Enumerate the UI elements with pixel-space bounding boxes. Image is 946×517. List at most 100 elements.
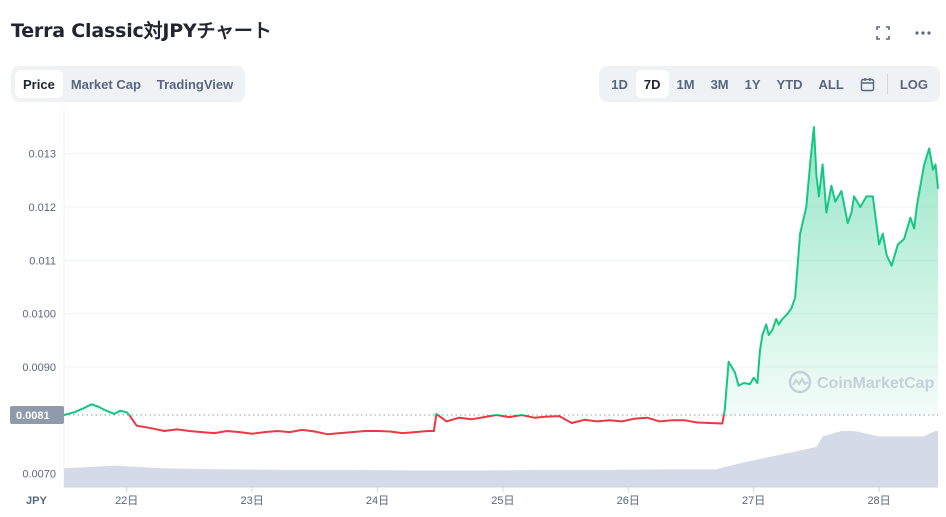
x-tick-label: 25日 bbox=[491, 495, 514, 507]
price-chart[interactable]: CoinMarketCap 0.013 0.012 0.011 0.0100 0.009… bbox=[0, 110, 946, 517]
price-point bbox=[495, 414, 498, 416]
x-tick-label: 22日 bbox=[115, 495, 138, 507]
price-point bbox=[633, 417, 636, 420]
price-point bbox=[882, 232, 884, 235]
price-point bbox=[73, 411, 75, 414]
price-point bbox=[90, 403, 93, 406]
chart-title: Terra Classic対JPYチャート bbox=[11, 20, 272, 42]
price-point bbox=[201, 431, 203, 433]
price-point bbox=[934, 163, 937, 166]
price-point bbox=[288, 431, 291, 433]
price-point bbox=[520, 414, 523, 416]
range-divider bbox=[886, 74, 888, 94]
price-point bbox=[724, 408, 726, 411]
volume-area bbox=[64, 431, 938, 487]
price-point bbox=[761, 334, 764, 336]
y-tick-label: 0.0100 bbox=[22, 309, 56, 321]
range-1m[interactable]: 1M bbox=[676, 76, 695, 92]
price-point bbox=[483, 416, 485, 418]
price-point bbox=[915, 206, 918, 208]
price-point bbox=[558, 415, 561, 417]
time-range-tabs: 1D 7D 1M 3M 1Y YTD ALL LOG bbox=[599, 66, 940, 102]
price-point bbox=[314, 430, 316, 433]
price-point bbox=[376, 430, 379, 432]
price-point bbox=[805, 206, 808, 208]
price-point bbox=[919, 184, 922, 187]
coinmarketcap-watermark: CoinMarketCap bbox=[788, 370, 935, 394]
price-point bbox=[786, 312, 789, 315]
price-point bbox=[834, 200, 836, 203]
price-point bbox=[445, 420, 448, 423]
price-point bbox=[759, 350, 761, 352]
price-area-fill bbox=[64, 127, 938, 416]
price-point bbox=[767, 334, 770, 336]
range-1d[interactable]: 1D bbox=[611, 76, 628, 92]
price-point bbox=[796, 264, 799, 267]
price-point bbox=[709, 422, 711, 424]
price-point bbox=[825, 211, 828, 214]
range-1y[interactable]: 1Y bbox=[744, 76, 761, 92]
price-line-layer bbox=[63, 126, 939, 436]
price-point bbox=[803, 216, 805, 219]
tab-market-cap[interactable]: Market Cap bbox=[70, 76, 141, 92]
price-point bbox=[872, 195, 874, 198]
price-point bbox=[401, 432, 404, 434]
price-point bbox=[238, 431, 241, 433]
volume-layer bbox=[64, 431, 938, 487]
range-all[interactable]: ALL bbox=[818, 76, 844, 92]
price-point bbox=[850, 211, 853, 214]
x-tick-label: 23日 bbox=[240, 495, 263, 507]
price-point bbox=[596, 420, 598, 423]
x-tick-label: 28日 bbox=[867, 495, 890, 507]
price-point bbox=[799, 232, 801, 235]
log-toggle[interactable]: LOG bbox=[899, 76, 928, 92]
price-point bbox=[913, 227, 915, 230]
price-point bbox=[364, 430, 366, 432]
tab-tradingview[interactable]: TradingView bbox=[156, 76, 234, 92]
price-point bbox=[742, 382, 745, 384]
calendar-icon[interactable] bbox=[852, 70, 883, 98]
price-point bbox=[727, 360, 730, 363]
price-point bbox=[846, 222, 849, 224]
price-point bbox=[470, 418, 473, 421]
more-icon[interactable] bbox=[914, 24, 932, 42]
price-point bbox=[928, 147, 930, 150]
price-point bbox=[777, 323, 780, 326]
price-point bbox=[103, 408, 105, 411]
tab-price[interactable]: Price bbox=[15, 70, 63, 98]
price-point bbox=[646, 416, 648, 419]
price-point bbox=[263, 431, 266, 433]
price-point bbox=[435, 413, 438, 415]
price-point bbox=[734, 371, 736, 374]
y-tick-label: 0.0090 bbox=[22, 362, 56, 374]
price-point bbox=[696, 421, 698, 424]
range-3m[interactable]: 3M bbox=[710, 76, 729, 92]
y-tick-label: 0.013 bbox=[28, 149, 56, 161]
price-point bbox=[809, 163, 811, 166]
price-point bbox=[571, 422, 573, 424]
price-point bbox=[389, 430, 391, 433]
fullscreen-icon[interactable] bbox=[874, 24, 892, 42]
reference-price-badge: 0.0081 bbox=[10, 406, 64, 425]
price-point bbox=[790, 307, 793, 310]
price-point bbox=[878, 243, 880, 246]
watermark-text: CoinMarketCap bbox=[817, 375, 935, 392]
price-point bbox=[671, 419, 673, 422]
range-7d[interactable]: 7D bbox=[635, 70, 669, 98]
price-point bbox=[508, 416, 511, 418]
price-point bbox=[903, 238, 905, 240]
price-point bbox=[658, 420, 661, 423]
price-point bbox=[813, 126, 815, 128]
x-tick-label: 27日 bbox=[742, 495, 765, 507]
price-point bbox=[251, 432, 253, 435]
price-point bbox=[840, 190, 843, 192]
price-point bbox=[351, 431, 354, 433]
price-point bbox=[301, 429, 304, 431]
chart-type-tabs: Price Market Cap TradingView bbox=[11, 66, 246, 102]
price-point bbox=[276, 430, 279, 432]
price-point bbox=[897, 243, 899, 246]
price-line-up bbox=[63, 126, 939, 416]
currency-label: JPY bbox=[26, 495, 47, 507]
range-ytd[interactable]: YTD bbox=[776, 76, 803, 92]
price-point bbox=[683, 419, 686, 422]
